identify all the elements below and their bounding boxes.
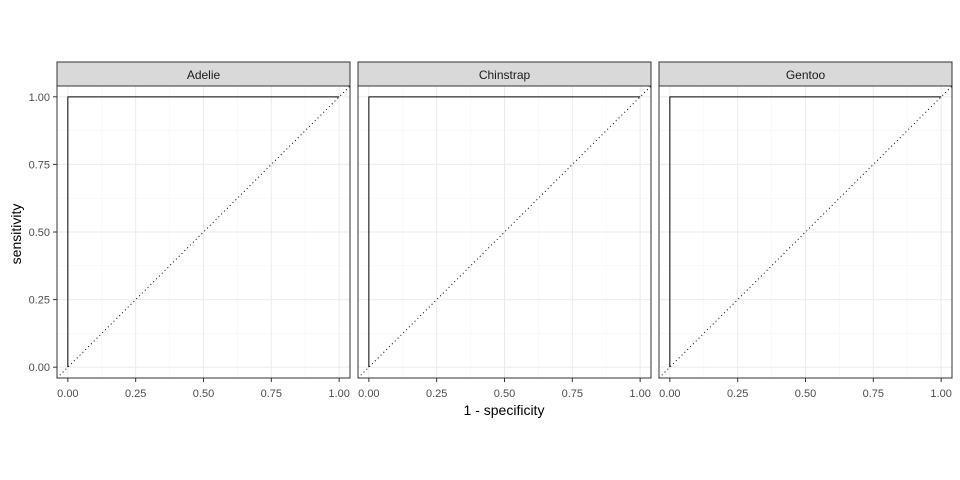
- x-tick-label: 0.50: [795, 388, 816, 400]
- x-axis-title: 1 - specificity: [464, 402, 545, 418]
- reference-diagonal-line: [357, 85, 652, 379]
- x-tick-label: 0.25: [426, 388, 447, 400]
- x-tick-label: 1.00: [328, 388, 349, 400]
- roc-curve-adelie: [67, 96, 340, 368]
- facet-strip: [357, 61, 652, 87]
- x-tick-label: 0.00: [659, 388, 680, 400]
- facet-strip-label: Chinstrap: [479, 68, 531, 82]
- roc-curve-chinstrap: [368, 96, 641, 368]
- x-tick-label: 1.00: [930, 388, 951, 400]
- y-tick-label: 0.50: [29, 227, 50, 239]
- x-tick-label: 0.25: [125, 388, 146, 400]
- facet-strip: [658, 61, 953, 87]
- x-tick-label: 0.75: [562, 388, 583, 400]
- x-tick-label: 0.50: [494, 388, 515, 400]
- facet-strip-label: Adelie: [187, 68, 221, 82]
- x-tick-label: 0.75: [261, 388, 282, 400]
- y-tick-label: 0.75: [29, 159, 50, 171]
- x-tick-label: 0.50: [193, 388, 214, 400]
- y-axis-title: sensitivity: [8, 204, 24, 265]
- reference-diagonal-line: [658, 85, 953, 379]
- roc-curve-gentoo: [669, 96, 942, 368]
- y-tick-label: 0.25: [29, 295, 50, 307]
- y-tick-label: 1.00: [29, 92, 50, 104]
- x-tick-label: 0.25: [727, 388, 748, 400]
- x-tick-label: 0.00: [358, 388, 379, 400]
- x-tick-label: 1.00: [629, 388, 650, 400]
- x-tick-label: 0.00: [57, 388, 78, 400]
- facet-strip: [56, 61, 351, 87]
- facet-strip-label: Gentoo: [786, 68, 826, 82]
- y-tick-label: 0.00: [29, 362, 50, 374]
- x-tick-label: 0.75: [863, 388, 884, 400]
- reference-diagonal-line: [56, 85, 351, 379]
